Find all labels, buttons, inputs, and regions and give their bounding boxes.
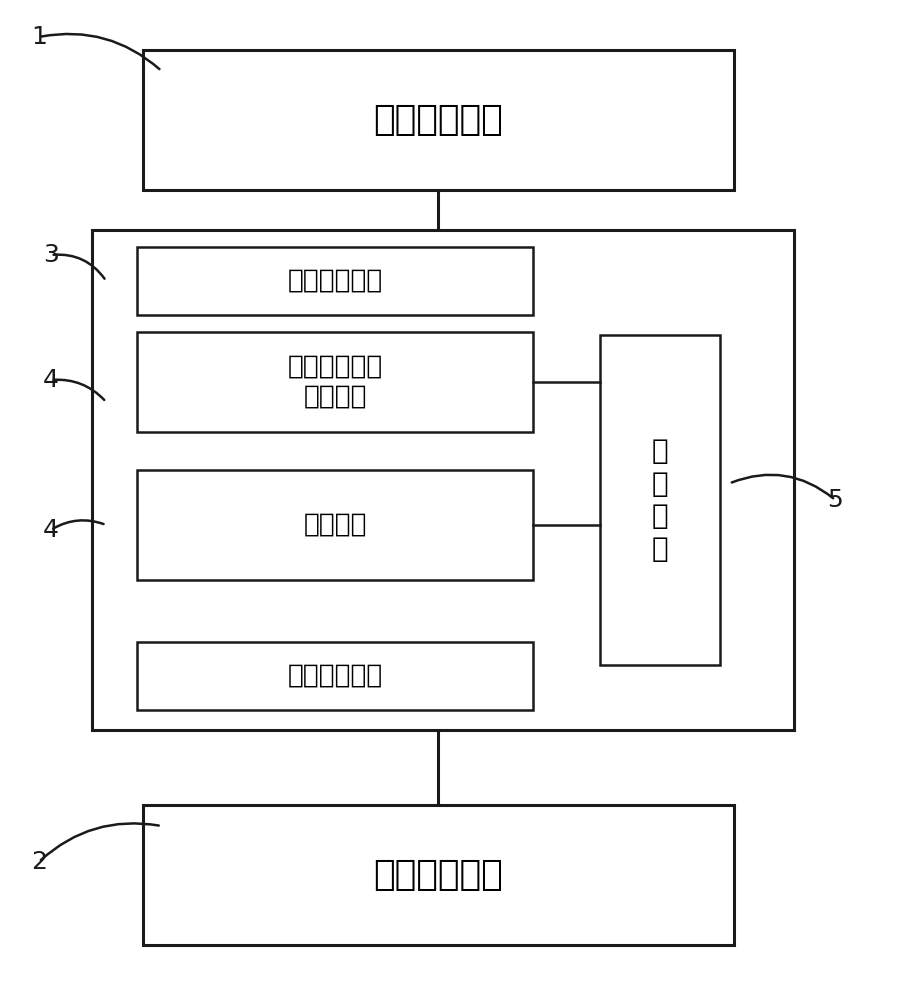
Bar — [600, 335, 720, 665]
Text: 第一协议插口: 第一协议插口 — [287, 268, 383, 294]
Text: 第二协议插口: 第二协议插口 — [287, 663, 383, 689]
Bar — [137, 247, 533, 315]
Text: 3: 3 — [42, 243, 59, 267]
Text: 4: 4 — [42, 518, 59, 542]
Text: 4: 4 — [42, 368, 59, 392]
Text: 2: 2 — [30, 850, 47, 874]
Bar — [143, 805, 734, 945]
Text: 第一协议模块: 第一协议模块 — [374, 103, 503, 137]
Bar — [143, 50, 734, 190]
Bar — [137, 642, 533, 710]
Bar — [92, 230, 794, 730]
Text: 处理芯片: 处理芯片 — [304, 512, 366, 538]
Bar — [137, 470, 533, 580]
Text: 第一协议从站
控制芯片: 第一协议从站 控制芯片 — [287, 354, 383, 410]
Text: 1: 1 — [30, 25, 47, 49]
Bar — [137, 332, 533, 432]
Text: 电
源
芯
片: 电 源 芯 片 — [652, 437, 668, 563]
Text: 第二协议模块: 第二协议模块 — [374, 858, 503, 892]
Text: 5: 5 — [827, 488, 844, 512]
